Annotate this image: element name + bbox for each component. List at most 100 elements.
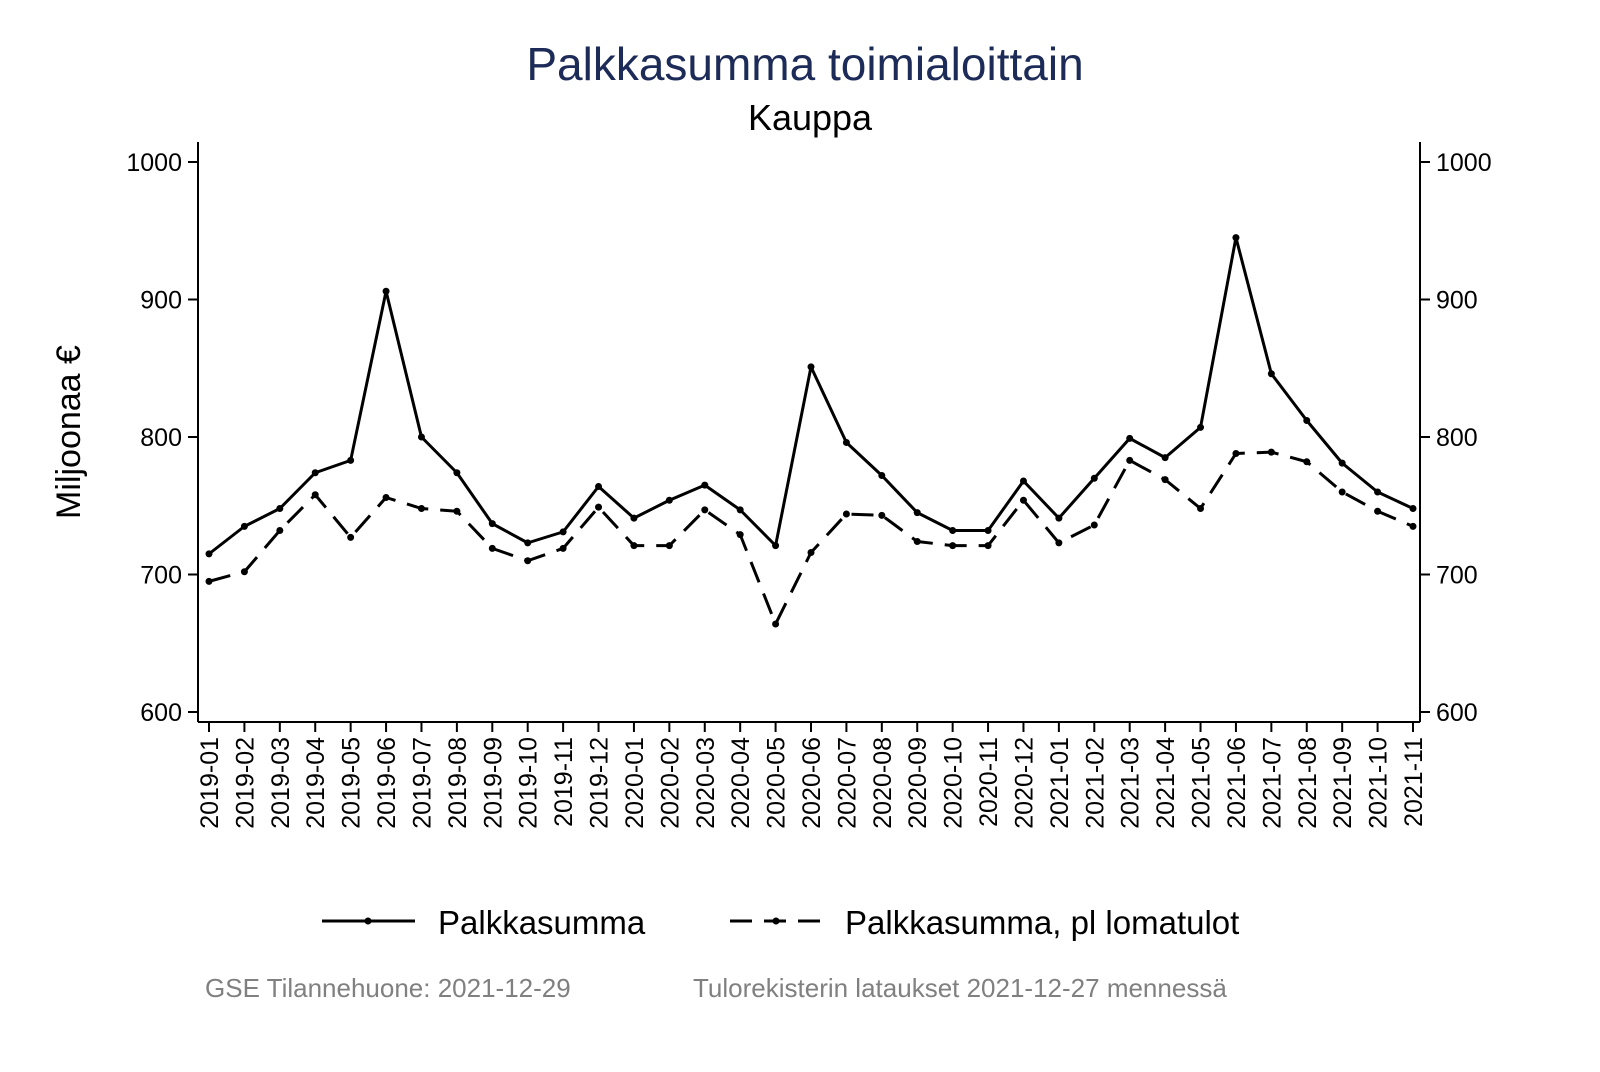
data-point-series-0 [1090, 474, 1098, 482]
data-point-series-0 [1267, 370, 1275, 378]
x-tick-label: 2020-07 [833, 737, 861, 829]
data-point-series-0 [240, 522, 248, 530]
data-point-series-1 [1055, 539, 1063, 547]
x-tick-label: 2021-07 [1258, 737, 1286, 829]
x-tick-label: 2021-04 [1152, 737, 1180, 829]
data-point-series-1 [807, 549, 815, 556]
x-tick-label: 2020-08 [869, 737, 897, 829]
data-point-series-1 [1374, 507, 1382, 515]
y-tick-label-right: 600 [1436, 699, 1478, 727]
legend-label-palkkasumma: Palkkasumma [438, 904, 646, 941]
data-point-series-1 [1338, 488, 1346, 496]
legend-solid-marker [364, 917, 372, 925]
data-point-series-1 [1019, 496, 1027, 504]
x-tick-label: 2020-05 [763, 737, 791, 829]
data-point-series-0 [984, 527, 992, 534]
x-tick-label: 2019-11 [550, 737, 578, 827]
data-point-series-1 [984, 542, 992, 550]
data-point-series-0 [736, 506, 744, 514]
data-point-series-0 [453, 469, 461, 477]
x-tick-label: 2020-09 [904, 737, 932, 829]
x-tick-label: 2019-05 [338, 737, 366, 829]
data-point-series-1 [1197, 505, 1205, 512]
data-point-series-0 [1019, 477, 1027, 485]
data-point-series-1 [276, 527, 284, 534]
data-point-series-0 [488, 520, 496, 528]
data-point-series-0 [949, 527, 957, 534]
data-point-series-0 [630, 514, 638, 522]
data-point-series-0 [1161, 454, 1169, 462]
data-point-series-0 [347, 456, 355, 464]
data-point-series-0 [1409, 505, 1417, 512]
data-point-series-1 [205, 577, 213, 585]
y-tick-label-left: 600 [140, 699, 182, 727]
data-point-series-1 [1126, 456, 1134, 464]
data-point-series-0 [311, 469, 319, 477]
data-point-series-0 [665, 496, 673, 504]
data-point-series-0 [772, 542, 780, 550]
data-point-series-1 [559, 544, 567, 552]
data-point-series-0 [1197, 423, 1205, 431]
x-tick-label: 2020-01 [621, 737, 649, 829]
footer-left: GSE Tilannehuone: 2021-12-29 [205, 973, 571, 1003]
series-line-0 [208, 236, 1414, 556]
x-tick-label: 2021-06 [1223, 737, 1251, 829]
x-tick-label: 2019-07 [408, 737, 436, 829]
data-point-series-1 [665, 542, 673, 550]
y-tick-label-left: 1000 [126, 149, 182, 177]
x-tick-label: 2019-08 [444, 737, 472, 829]
x-tick-label: 2019-10 [515, 737, 543, 829]
x-tick-label: 2019-02 [231, 737, 259, 829]
data-point-series-0 [417, 433, 425, 441]
data-point-series-1 [1161, 476, 1169, 484]
data-point-series-1 [453, 507, 461, 515]
y-tick-label-left: 800 [140, 424, 182, 452]
chart-subtitle: Kauppa [748, 97, 873, 138]
data-point-series-1 [630, 542, 638, 550]
x-tick-label: 2019-06 [373, 737, 401, 829]
chart-title: Palkkasumma toimialoittain [526, 38, 1083, 90]
data-point-series-0 [1338, 459, 1346, 467]
data-point-series-1 [913, 538, 921, 545]
data-point-series-1 [1303, 458, 1311, 466]
x-tick-label: 2021-09 [1329, 737, 1357, 829]
data-point-series-1 [595, 503, 603, 511]
data-point-series-0 [1303, 417, 1311, 424]
y-tick-label-left: 900 [140, 287, 182, 315]
y-tick-label-right: 800 [1436, 424, 1478, 452]
x-tick-label: 2019-01 [196, 737, 224, 829]
data-point-series-0 [524, 539, 532, 547]
x-tick-label: 2019-09 [479, 737, 507, 829]
data-point-series-0 [595, 483, 603, 490]
x-tick-label: 2020-02 [656, 737, 684, 829]
data-point-series-0 [878, 472, 886, 479]
legend-dashed-marker [772, 917, 780, 925]
x-tick-label: 2021-05 [1188, 737, 1216, 829]
data-point-series-1 [1267, 448, 1275, 456]
x-tick-label: 2021-02 [1081, 737, 1109, 829]
data-point-series-0 [205, 550, 213, 558]
data-point-series-1 [1232, 450, 1240, 457]
data-point-series-1 [240, 568, 248, 576]
data-point-series-0 [1126, 434, 1134, 442]
data-point-series-1 [701, 506, 709, 514]
data-point-series-1 [382, 494, 390, 501]
x-tick-label: 2020-04 [727, 737, 755, 829]
x-tick-label: 2021-01 [1046, 737, 1074, 829]
data-point-series-0 [1055, 514, 1063, 522]
legend-label-pl-lomatulot: Palkkasumma, pl lomatulot [845, 904, 1239, 941]
x-tick-label: 2020-11 [975, 737, 1003, 827]
x-tick-label: 2020-12 [1010, 737, 1038, 829]
data-point-series-0 [1374, 488, 1382, 496]
y-axis-label: Miljoonaa € [50, 345, 88, 519]
data-point-series-1 [772, 620, 780, 628]
data-point-series-0 [276, 505, 284, 512]
x-tick-label: 2019-04 [302, 737, 330, 829]
y-tick-label-left: 700 [140, 562, 182, 590]
data-point-series-0 [842, 439, 850, 446]
data-point-series-0 [382, 287, 390, 295]
series-line-1 [208, 450, 1414, 626]
data-point-series-1 [347, 533, 355, 541]
x-tick-label: 2020-03 [692, 737, 720, 829]
